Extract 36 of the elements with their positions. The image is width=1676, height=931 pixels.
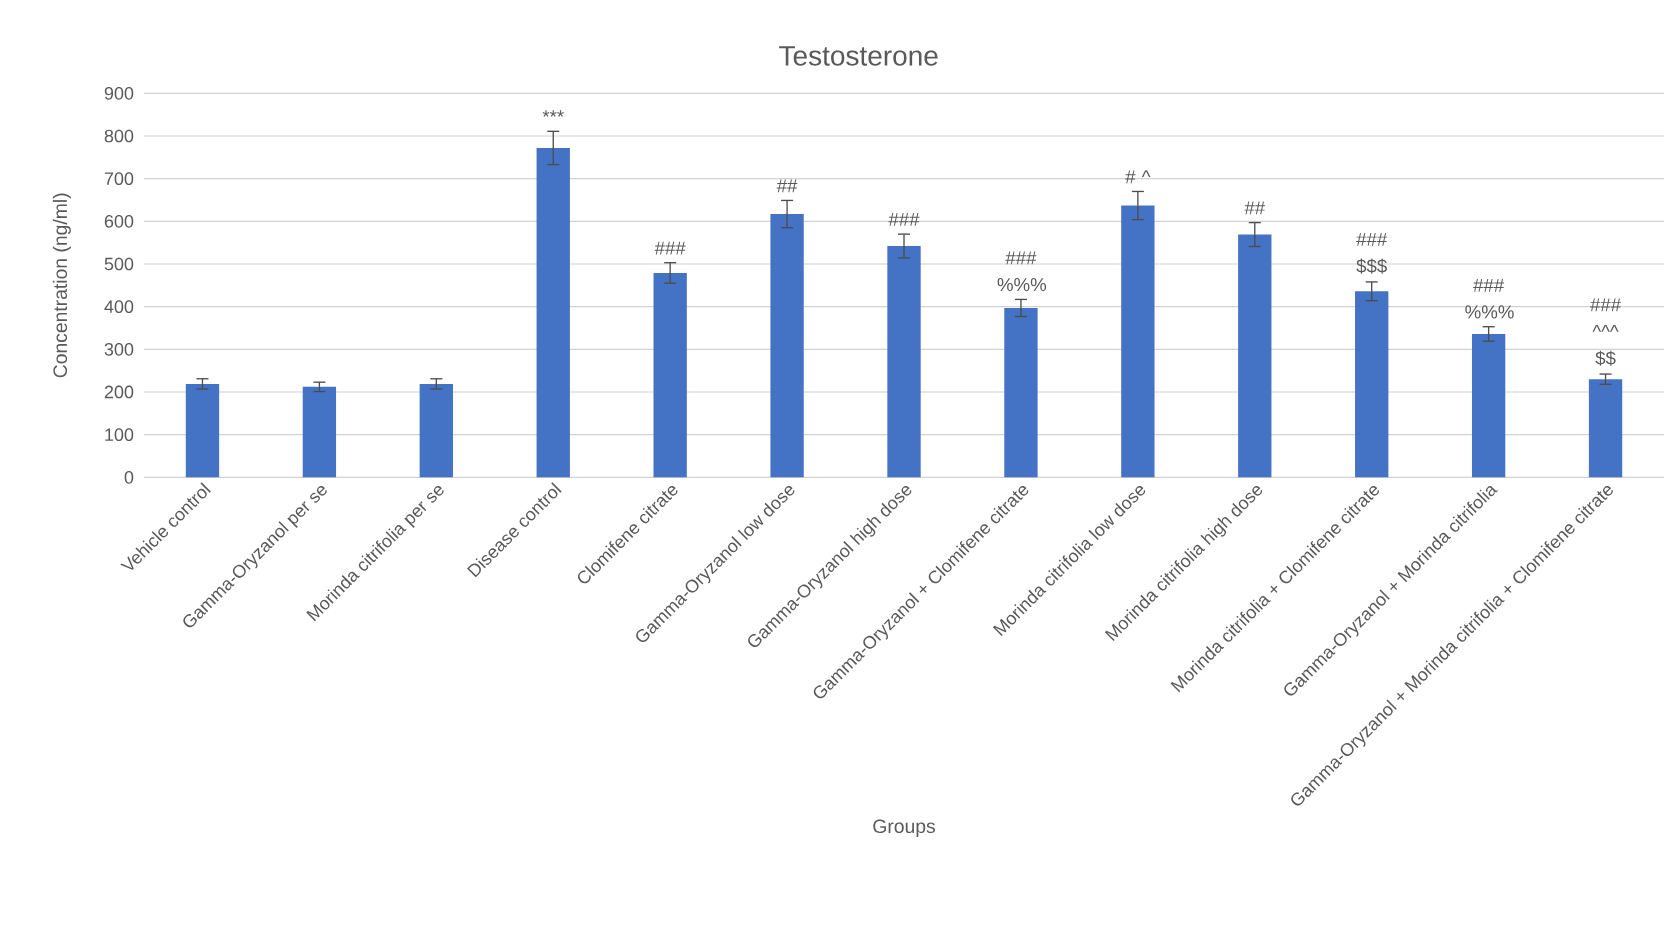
bar xyxy=(1588,379,1623,478)
bar xyxy=(1004,308,1038,478)
y-tick-label: 300 xyxy=(104,343,134,356)
bar xyxy=(887,246,921,478)
x-axis-title: Groups xyxy=(873,819,936,838)
bar xyxy=(419,384,453,478)
data-label: # ^ xyxy=(1125,170,1151,184)
data-label: ### $$$ xyxy=(1356,233,1388,274)
y-tick-label: 500 xyxy=(104,257,134,271)
y-axis-title: Concentration (ng/ml) xyxy=(52,193,71,378)
bar xyxy=(1471,334,1506,478)
data-label: *** xyxy=(542,110,564,117)
bar xyxy=(185,384,220,478)
data-label: ### %%% xyxy=(1465,279,1514,319)
data-label: ### xyxy=(888,213,920,227)
y-tick-label: 400 xyxy=(104,300,134,314)
chart-title: Testosterone xyxy=(779,46,938,66)
y-tick-label: 100 xyxy=(105,428,134,442)
bar xyxy=(770,214,804,478)
y-tick-label: 600 xyxy=(104,215,134,228)
bar xyxy=(302,387,337,478)
bar xyxy=(653,273,687,478)
data-label: ## xyxy=(776,179,798,193)
data-label: ## xyxy=(1244,201,1266,215)
y-tick-label: 200 xyxy=(104,385,134,399)
bar xyxy=(536,148,570,478)
data-label: ### xyxy=(654,241,686,255)
bar xyxy=(1355,291,1389,478)
data-label: ### %%% xyxy=(997,251,1047,292)
bar xyxy=(1121,205,1155,478)
y-tick-label: 700 xyxy=(104,172,134,186)
y-tick-label: 800 xyxy=(104,129,134,143)
y-tick-label: 900 xyxy=(104,87,134,100)
y-tick-label: 0 xyxy=(124,471,134,484)
data-label: ### ^^^ $$ xyxy=(1590,298,1622,366)
bar xyxy=(1238,234,1272,478)
